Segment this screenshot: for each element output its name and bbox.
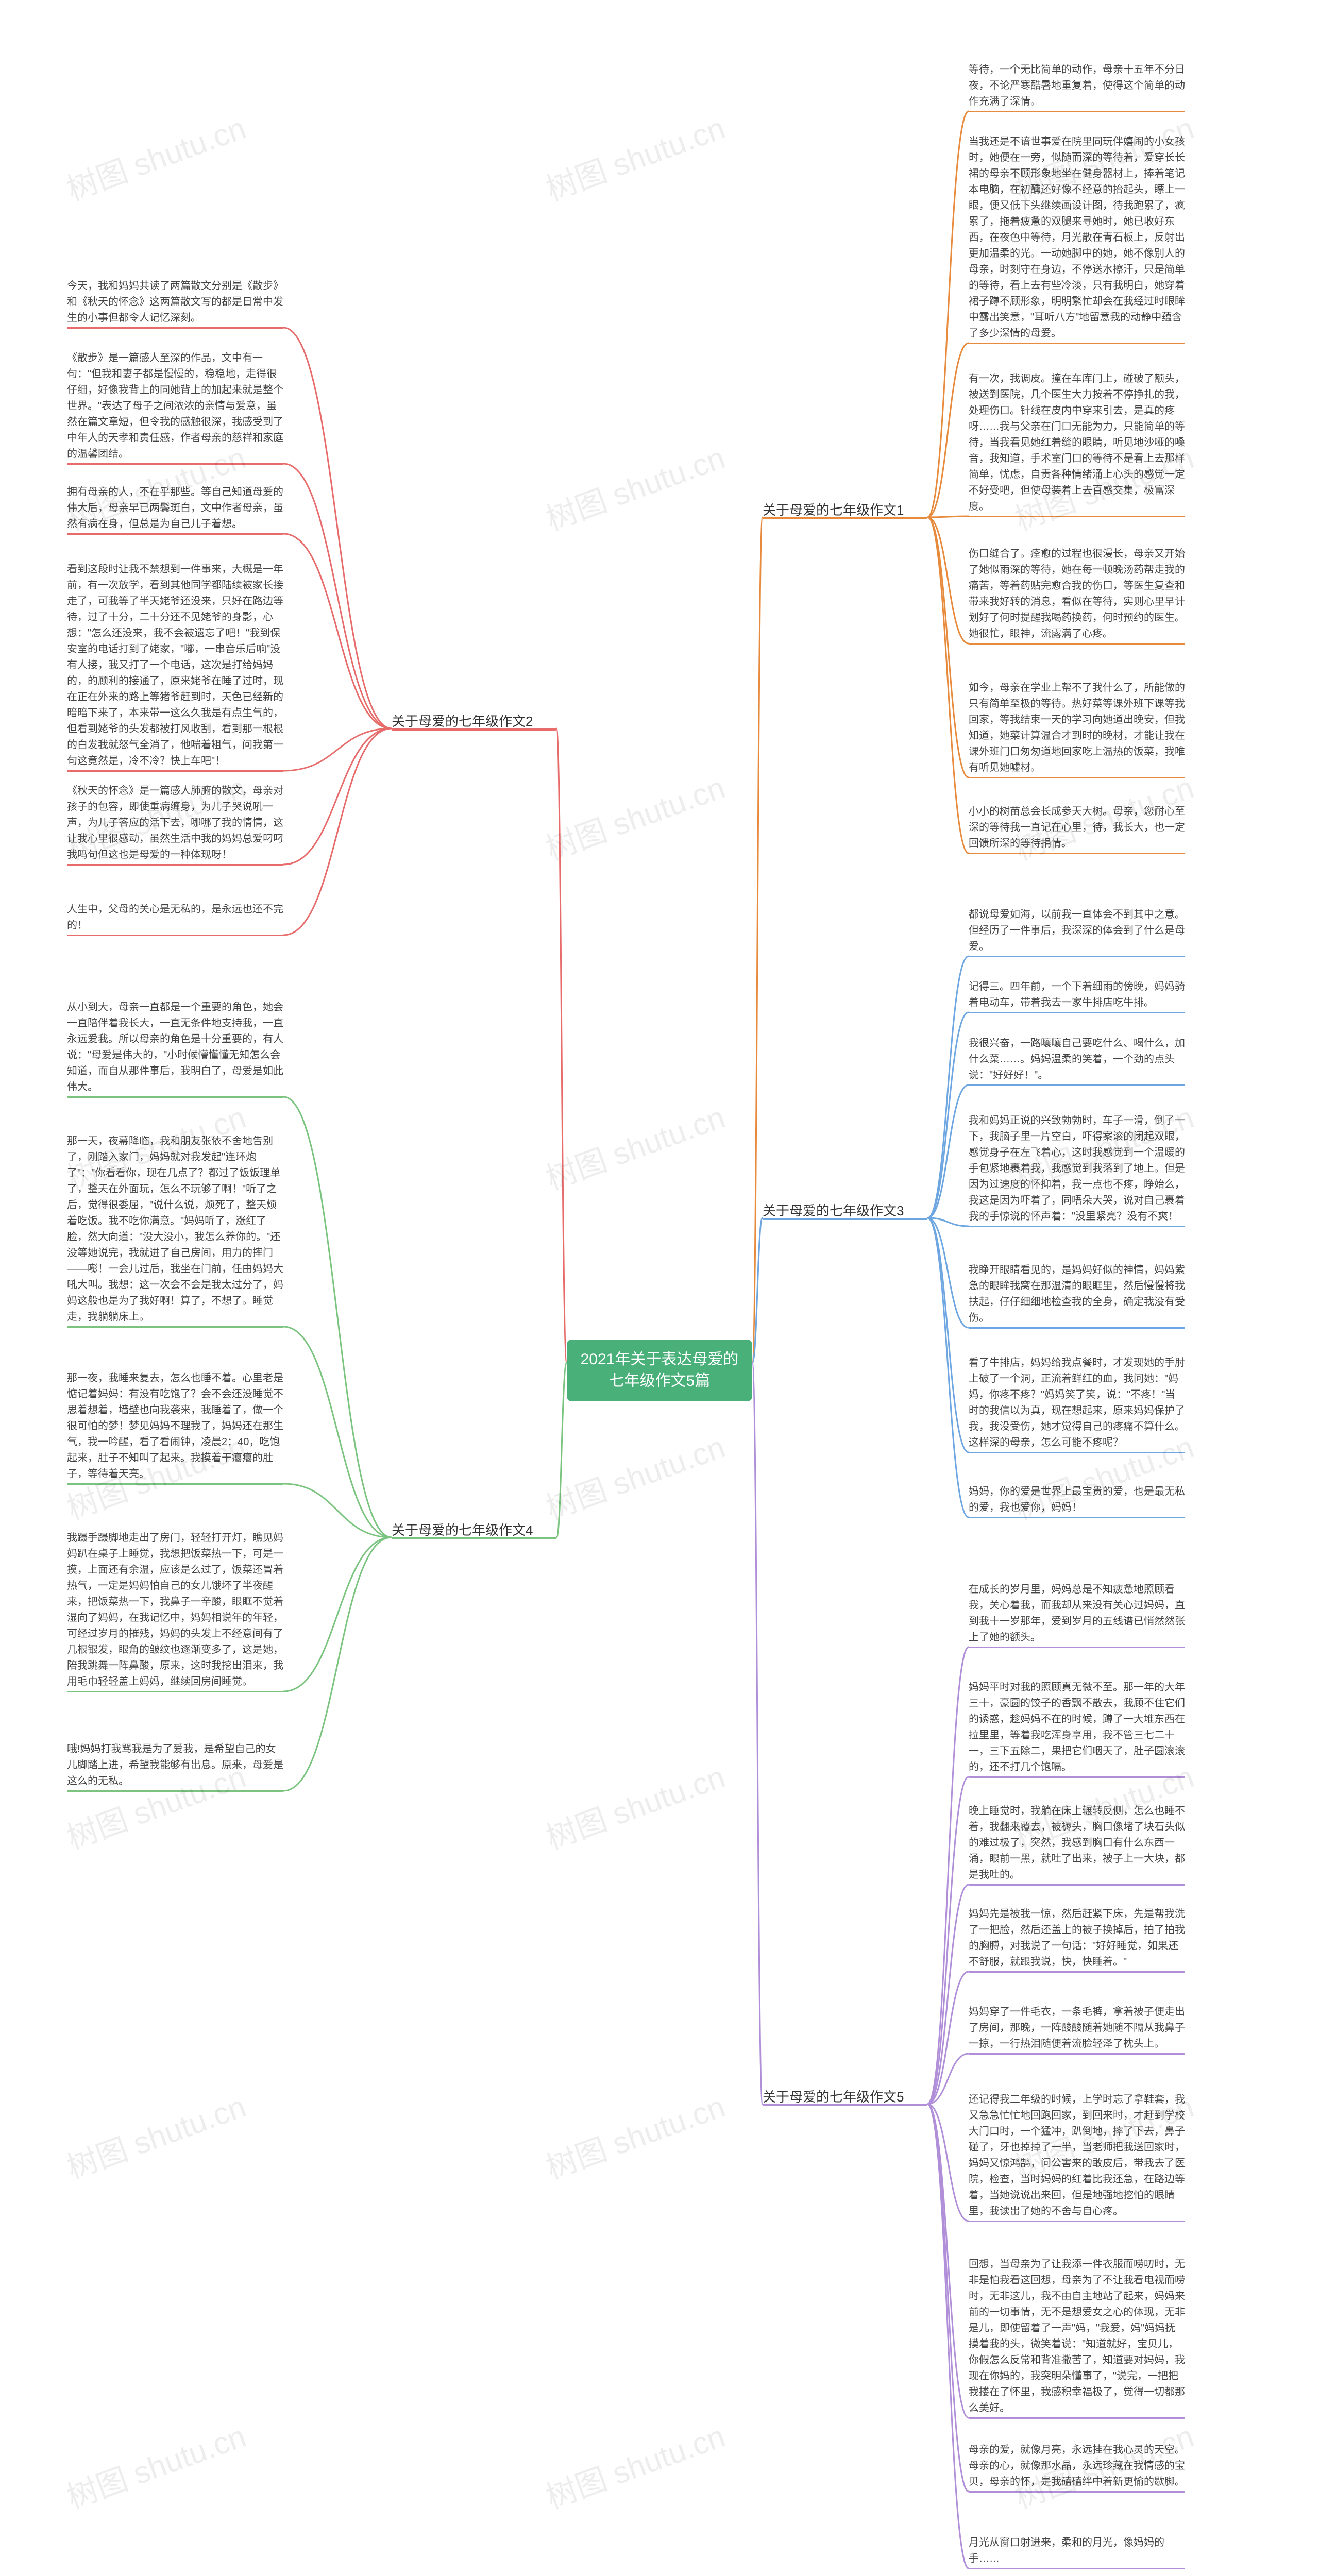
leaf-underline	[969, 1517, 1185, 1518]
leaf-node: 妈妈先是被我一惊，然后赶紧下床，先是帮我洗了一把脸，然后还盖上的被子换掉后，拍了…	[969, 1906, 1185, 1970]
leaf-node: 都说母爱如海，以前我一直体会不到其中之意。但经历了一件事后，我深深的体会到了什么…	[969, 907, 1185, 955]
leaf-underline	[969, 2568, 1185, 2569]
leaf-underline	[969, 1971, 1185, 1973]
leaf-underline	[969, 2221, 1185, 2222]
leaf-node: 妈妈，你的爱是世界上最宝贵的爱，也是最无私的爱，我也爱你，妈妈！	[969, 1484, 1185, 1516]
leaf-underline	[67, 1790, 283, 1792]
mindmap-canvas: 2021年关于表达母爱的七年级作文5篇 关于母爱的七年级作文1 等待，一个无比简单…	[0, 0, 1319, 2576]
leaf-underline	[67, 1096, 283, 1098]
leaf-node: 母亲的爱，就像月亮，永远挂在我心灵的天空。母亲的心，就像那水晶，永远珍藏在我情感…	[969, 2442, 1185, 2490]
leaf-node: 回想，当母亲为了让我添一件衣服而唠叨时，无非是怕我看这回想，母亲为了不让我看电视…	[969, 2257, 1185, 2416]
leaf-node: 还记得我二年级的时候，上学时忘了拿鞋套，我又急急忙忙地回跑回家，到回来时，才赶到…	[969, 2092, 1185, 2219]
leaf-underline	[969, 777, 1185, 778]
leaf-underline	[969, 1884, 1185, 1886]
leaf-underline	[969, 1776, 1185, 1778]
leaf-underline	[67, 935, 283, 936]
branch-underline	[392, 728, 556, 731]
leaf-underline	[67, 533, 283, 535]
leaf-node: 伤口缝合了。痊愈的过程也很漫长，母亲又开始了她似雨深的等待，她在每一顿晚汤药帮走…	[969, 546, 1185, 642]
leaf-underline	[969, 1647, 1185, 1648]
leaf-underline	[969, 516, 1185, 517]
branch-label: 关于母爱的七年级作文2	[392, 711, 533, 730]
leaf-node: 妈妈穿了一件毛衣，一条毛裤，拿着被子便走出了房间，那晚，一阵酸酸随着她随不隔从我…	[969, 2004, 1185, 2052]
leaf-node: 晚上睡觉时，我躺在床上辗转反侧，怎么也睡不着，我翻来覆去，被褥头，胸口像堵了块石…	[969, 1803, 1185, 1883]
leaf-underline	[969, 343, 1185, 344]
center-node-text: 2021年关于表达母爱的七年级作文5篇	[581, 1351, 739, 1389]
leaf-underline	[969, 2491, 1185, 2493]
leaf-node: 《散步》是一篇感人至深的作品，文中有一句："但我和妻子都是慢慢的，稳稳地，走得很…	[67, 350, 283, 462]
leaf-node: 那一夜，我睡来复去，怎么也睡不着。心里老是惦记着妈妈：有没有吃饱了？会不会还没睡…	[67, 1370, 283, 1482]
leaf-node: 当我还是不谙世事爱在院里同玩伴嬉闹的小女孩时，她便在一旁，似随而深的等待着，爱穿…	[969, 134, 1185, 342]
leaf-node: 有一次，我调皮。撞在车库门上，碰破了额头，被送到医院，几个医生大力按着不停挣扎的…	[969, 371, 1185, 515]
leaf-underline	[969, 111, 1185, 112]
leaf-node: 妈妈平时对我的照顾真无微不至。那一年的大年三十，豪圆的饺子的香飘不散去，我顾不住…	[969, 1680, 1185, 1775]
leaf-underline	[67, 327, 283, 329]
leaf-node: 《秋天的怀念》是一篇感人肺腑的散文，母亲对孩子的包容，即使重病缠身，为儿子哭说吼…	[67, 783, 283, 863]
leaf-underline	[969, 853, 1185, 854]
leaf-node: 那一天，夜幕降临，我和朋友张依不舍地告别了，刚踏入家门，妈妈就对我发起"连环炮了…	[67, 1133, 283, 1325]
leaf-underline	[969, 1452, 1185, 1453]
leaf-node: 我蹑手蹑脚地走出了房门，轻轻打开灯，瞧见妈妈趴在桌子上睡觉，我想把饭菜热一下，可…	[67, 1530, 283, 1690]
leaf-underline	[969, 2417, 1185, 2419]
leaf-underline	[67, 1691, 283, 1692]
leaf-underline	[969, 956, 1185, 957]
branch-label: 关于母爱的七年级作文5	[763, 2087, 904, 2106]
leaf-node: 人生中，父母的关心是无私的，是永远也还不完的！	[67, 902, 283, 934]
leaf-node: 拥有母亲的人，不在乎那些。等自己知道母爱的伟大后，母亲早已两鬓斑白，文中作者母亲…	[67, 484, 283, 532]
branch-label: 关于母爱的七年级作文4	[392, 1520, 533, 1539]
leaf-underline	[67, 463, 283, 465]
leaf-node: 等待，一个无比简单的动作，母亲十五年不分日夜，不论严寒酷暑地重复着，使得这个简单…	[969, 62, 1185, 110]
leaf-node: 在成长的岁月里，妈妈总是不知疲惫地照顾看我，关心着我，而我却从来没有关心过妈妈，…	[969, 1582, 1185, 1646]
branch-underline	[763, 1218, 927, 1220]
leaf-node: 我和妈妈正说的兴致勃勃时，车子一滑，倒了一下，我脑子里一片空白，吓得案滚的闭起双…	[969, 1113, 1185, 1225]
branch-label: 关于母爱的七年级作文3	[763, 1200, 904, 1219]
branch-underline	[763, 2104, 927, 2106]
center-node: 2021年关于表达母爱的七年级作文5篇	[567, 1340, 752, 1401]
leaf-node: 从小到大，母亲一直都是一个重要的角色，她会一直陪伴着我长大，一直无条件地支持我，…	[67, 999, 283, 1095]
leaf-underline	[67, 864, 283, 866]
leaf-node: 如今，母亲在学业上帮不了我什么了，所能做的只有简单至极的等待。热好菜等课外班下课…	[969, 680, 1185, 776]
leaf-underline	[969, 1012, 1185, 1013]
branch-label: 关于母爱的七年级作文1	[763, 500, 904, 519]
leaf-underline	[67, 1483, 283, 1485]
leaf-node: 我睁开眼睛看见的，是妈妈好似的神情，妈妈紫急的眼眸我窝在那温清的眼眶里，然后慢慢…	[969, 1262, 1185, 1326]
leaf-node: 今天，我和妈妈共读了两篇散文分别是《散步》和《秋天的怀念》这两篇散文写的都是日常…	[67, 278, 283, 326]
leaf-node: 看了牛排店，妈妈给我点餐时，才发现她的手肘上破了一个洞，正流着鲜红的血，我问她：…	[969, 1355, 1185, 1451]
leaf-underline	[969, 1327, 1185, 1329]
leaf-underline	[969, 643, 1185, 645]
branch-underline	[763, 517, 927, 519]
leaf-node: 我很兴奋，一路嚷嚷自己要吃什么、喝什么，加什么菜……。妈妈温柔的笑着，一个劲的点…	[969, 1036, 1185, 1083]
leaf-node: 小小的树苗总会长成参天大树。母亲，您耐心至深的等待我一直记在心里，待，我长大，也…	[969, 804, 1185, 852]
leaf-node: 月光从窗口射进来，柔和的月光，像妈妈的手……	[969, 2535, 1185, 2567]
branch-underline	[392, 1537, 556, 1539]
leaf-underline	[969, 1226, 1185, 1227]
leaf-node: 哦!妈妈打我骂我是为了爱我，是希望自己的女儿脚踏上进，希望我能够有出息。原来，母…	[67, 1741, 283, 1789]
leaf-node: 记得三。四年前，一个下着细雨的傍晚，妈妈骑着电动车，带着我去一家牛排店吃牛排。	[969, 979, 1185, 1011]
leaf-underline	[969, 1084, 1185, 1086]
leaf-underline	[67, 770, 283, 772]
leaf-underline	[67, 1326, 283, 1328]
leaf-underline	[969, 2053, 1185, 2055]
leaf-node: 看到这段时让我不禁想到一件事来，大概是一年前，有一次放学，看到其他同学都陆续被家…	[67, 562, 283, 769]
